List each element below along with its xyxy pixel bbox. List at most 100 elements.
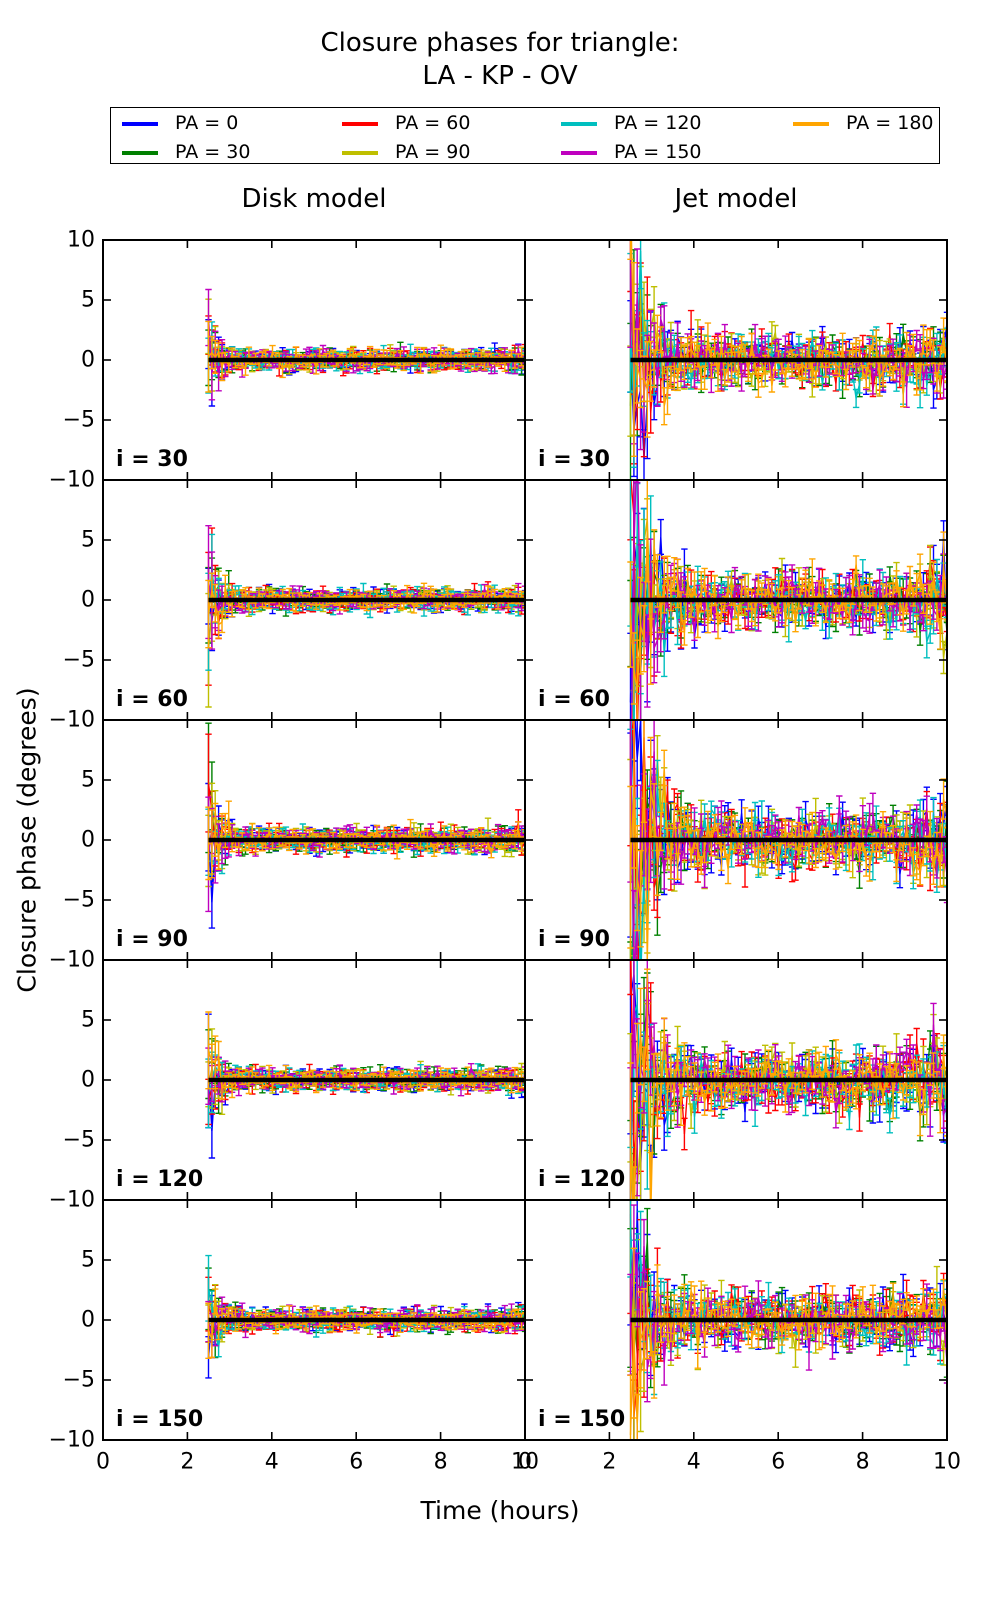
panel-disk-i90 xyxy=(205,722,524,929)
x-tick-label: 4 xyxy=(687,1450,701,1475)
errorbars-jet-i30-pa5 xyxy=(627,241,946,451)
y-tick-label: 0 xyxy=(81,1308,95,1333)
legend-label-60: PA = 60 xyxy=(395,112,471,134)
row-label-jet-i150: i = 150 xyxy=(538,1407,625,1432)
legend-swatch-90 xyxy=(342,151,378,155)
legend-swatch-120 xyxy=(561,122,597,126)
row-label-disk-i30: i = 30 xyxy=(116,447,188,472)
y-tick-label: 0 xyxy=(81,1068,95,1093)
x-tick-label: 10 xyxy=(511,1450,539,1475)
legend-label-150: PA = 150 xyxy=(614,141,702,163)
column-title-jet: Jet model xyxy=(674,184,798,214)
y-tick-label: −10 xyxy=(49,948,95,973)
legend-label-180: PA = 180 xyxy=(846,112,934,134)
legend-label-120: PA = 120 xyxy=(614,112,702,134)
panel-disk-i60 xyxy=(205,525,524,708)
y-tick-label: −10 xyxy=(49,1188,95,1213)
row-label-jet-i60: i = 60 xyxy=(538,687,610,712)
y-tick-label: 5 xyxy=(81,768,95,793)
y-tick-label: 5 xyxy=(81,528,95,553)
series-jet-i90-pa5 xyxy=(629,724,946,959)
panel-jet-i30 xyxy=(627,241,946,479)
errorbars-jet-i150-pa0 xyxy=(627,1201,946,1439)
x-tick-label: 10 xyxy=(933,1450,961,1475)
x-tick-label: 4 xyxy=(265,1450,279,1475)
y-tick-label: −5 xyxy=(63,408,95,433)
errorbars-jet-i30-pa0 xyxy=(627,300,946,479)
legend-label-0: PA = 0 xyxy=(175,112,239,134)
ticks-disk-i60 xyxy=(102,479,526,721)
row-label-jet-i30: i = 30 xyxy=(538,447,610,472)
ticks-jet-i60 xyxy=(524,479,948,721)
y-tick-label: −5 xyxy=(63,1128,95,1153)
x-tick-label: 0 xyxy=(96,1450,110,1475)
x-tick-label: 6 xyxy=(349,1450,363,1475)
y-tick-label: −5 xyxy=(63,648,95,673)
panel-disk-i150 xyxy=(205,1254,524,1379)
y-tick-label: −5 xyxy=(63,1368,95,1393)
legend-swatch-0 xyxy=(122,122,158,126)
figure-title: Closure phases for triangle: LA - KP - O… xyxy=(0,27,1000,93)
y-tick-label: 0 xyxy=(81,828,95,853)
series-jet-i150-pa6 xyxy=(629,1279,946,1436)
panel-disk-i30 xyxy=(205,288,524,407)
panel-jet-i150 xyxy=(627,1201,946,1439)
row-label-disk-i90: i = 90 xyxy=(116,927,188,952)
errorbars-jet-i120-pa2 xyxy=(627,961,946,1199)
figure-title-line2: LA - KP - OV xyxy=(422,61,578,91)
panel-disk-i120 xyxy=(205,1011,524,1159)
errorbars-jet-i120-pa0 xyxy=(627,961,946,1199)
series-jet-i150-pa4 xyxy=(629,1236,946,1367)
errorbars-disk-i60-pa5 xyxy=(205,525,524,650)
errorbars-jet-i120-pa6 xyxy=(627,968,946,1199)
series-jet-i120-pa6 xyxy=(629,1019,946,1199)
legend-swatch-180 xyxy=(793,122,829,126)
row-label-jet-i90: i = 90 xyxy=(538,927,610,952)
y-tick-label: 0 xyxy=(81,348,95,373)
y-tick-label: −10 xyxy=(49,468,95,493)
errorbars-jet-i30-pa2 xyxy=(627,241,946,465)
panel-jet-i60 xyxy=(627,481,946,719)
ticks-jet-i120 xyxy=(524,959,948,1201)
panel-jet-i90 xyxy=(627,721,946,959)
x-tick-label: 6 xyxy=(771,1450,785,1475)
legend-label-30: PA = 30 xyxy=(175,141,251,163)
y-tick-label: 5 xyxy=(81,1008,95,1033)
figure-title-line1: Closure phases for triangle: xyxy=(320,28,680,58)
legend: PA = 0 PA = 30 PA = 60 PA = 90 PA = 120 PA = … xyxy=(110,107,940,164)
column-title-disk: Disk model xyxy=(241,184,387,214)
errorbars-jet-i150-pa3 xyxy=(627,1201,946,1439)
y-tick-label: 10 xyxy=(67,228,95,253)
errorbars-jet-i150-pa4 xyxy=(627,1201,946,1396)
ticks-jet-i90 xyxy=(524,719,948,961)
legend-swatch-150 xyxy=(561,151,597,155)
y-tick-label: −10 xyxy=(49,708,95,733)
row-label-disk-i120: i = 120 xyxy=(116,1167,203,1192)
x-tick-label: 0 xyxy=(518,1450,532,1475)
x-tick-label: 8 xyxy=(434,1450,448,1475)
ticks-disk-i90 xyxy=(102,719,526,961)
errorbars-disk-i30-pa5 xyxy=(205,288,524,401)
x-tick-label: 2 xyxy=(602,1450,616,1475)
row-label-jet-i120: i = 120 xyxy=(538,1167,625,1192)
x-axis-label: Time (hours) xyxy=(420,1496,580,1525)
x-tick-label: 2 xyxy=(180,1450,194,1475)
errorbars-jet-i30-pa6 xyxy=(627,241,946,457)
y-tick-label: 0 xyxy=(81,588,95,613)
errorbars-disk-i30-pa3 xyxy=(205,298,524,392)
panel-jet-i120 xyxy=(627,961,946,1199)
errorbars-jet-i120-pa3 xyxy=(627,1003,946,1199)
row-label-disk-i60: i = 60 xyxy=(116,687,188,712)
errorbars-disk-i150-pa4 xyxy=(205,1254,524,1358)
y-tick-label: 5 xyxy=(81,288,95,313)
x-tick-label: 8 xyxy=(856,1450,870,1475)
y-tick-label: 5 xyxy=(81,1248,95,1273)
legend-label-90: PA = 90 xyxy=(395,141,471,163)
row-label-disk-i150: i = 150 xyxy=(116,1407,203,1432)
ticks-jet-i150 xyxy=(524,1199,948,1441)
legend-swatch-30 xyxy=(122,151,158,155)
y-tick-label: −10 xyxy=(49,1428,95,1453)
y-tick-label: −5 xyxy=(63,888,95,913)
